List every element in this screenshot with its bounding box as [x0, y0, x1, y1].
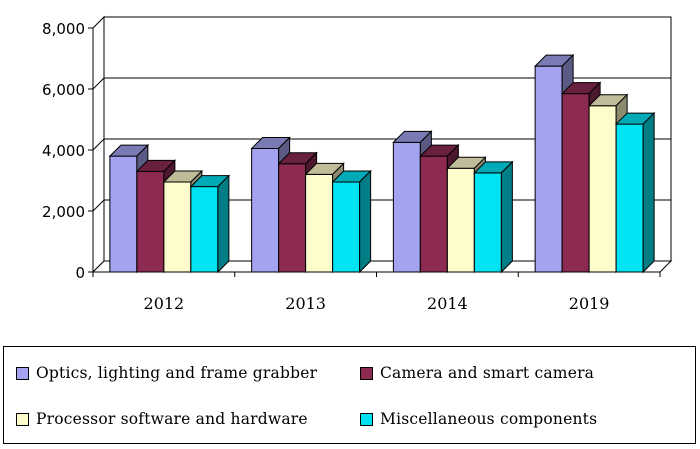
- x-tick-label: 2012: [144, 294, 185, 313]
- bar-chart: 8,000 6,000 4,000 2,000 0 2012 2013 2014 2019: [42, 15, 673, 313]
- x-tick-label: 2014: [427, 294, 468, 313]
- y-tick-label: 2,000: [42, 203, 85, 221]
- gridline-side: [92, 199, 105, 212]
- x-tick-label: 2013: [285, 294, 326, 313]
- y-tick-label: 6,000: [42, 81, 85, 99]
- legend-item: Processor software and hardware: [16, 409, 308, 429]
- legend-swatch: [16, 366, 29, 380]
- legend-item: Camera and smart camera: [360, 363, 594, 383]
- legend-label: Processor software and hardware: [36, 410, 308, 428]
- legend-item: Miscellaneous components: [360, 409, 597, 429]
- bar: [473, 160, 514, 274]
- x-tick-label: 2019: [569, 294, 610, 313]
- gridline-side: [92, 138, 105, 151]
- bar: [331, 169, 372, 274]
- x-axis-ticks: 2012 2013 2014 2019: [92, 272, 661, 313]
- legend-label: Miscellaneous components: [380, 410, 598, 428]
- legend-swatch: [360, 412, 373, 426]
- gridline-side: [92, 77, 105, 90]
- bar: [189, 174, 231, 274]
- legend-swatch: [16, 412, 29, 426]
- y-tick-label: 4,000: [42, 142, 85, 160]
- legend: Optics, lighting and frame grabber Camer…: [3, 346, 696, 444]
- legend-label: Optics, lighting and frame grabber: [36, 364, 318, 382]
- bars: [108, 53, 656, 274]
- bar: [614, 111, 656, 274]
- legend-swatch: [360, 366, 373, 380]
- legend-label: Camera and smart camera: [380, 364, 595, 382]
- bar: [250, 136, 291, 274]
- y-tick-label: 8,000: [42, 20, 85, 38]
- y-tick-label: 0: [75, 264, 85, 282]
- legend-item: Optics, lighting and frame grabber: [16, 363, 317, 383]
- y-axis-ticks: 8,000 6,000 4,000 2,000 0: [42, 20, 93, 282]
